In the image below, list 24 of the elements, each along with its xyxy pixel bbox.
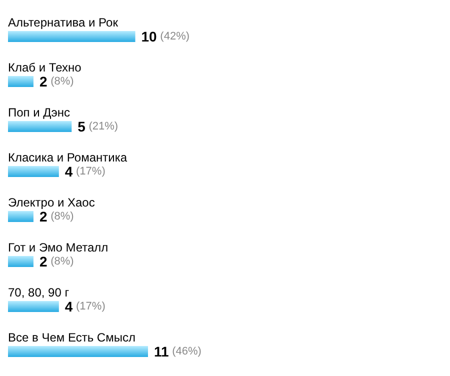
bar bbox=[8, 121, 72, 132]
y-tick-label: 70, 80, 90 г bbox=[8, 286, 70, 300]
data-label: 11 (46%) bbox=[154, 344, 202, 360]
y-tick-label: Класика и Романтика bbox=[8, 150, 128, 164]
y-tick-label: Клаб и Техно bbox=[8, 60, 82, 74]
y-tick-label: Гот и Эмо Металл bbox=[8, 240, 108, 254]
bar bbox=[8, 76, 34, 87]
data-label: 2 (8%) bbox=[39, 74, 74, 90]
data-label: 10 (42%) bbox=[141, 28, 190, 44]
data-label: 2 (8%) bbox=[39, 254, 74, 270]
y-tick-label: Альтернатива и Рок bbox=[8, 16, 119, 30]
data-label: 5 (21%) bbox=[78, 118, 118, 134]
bar bbox=[8, 31, 136, 42]
bar bbox=[8, 256, 34, 267]
y-tick-label: Электро и Хаос bbox=[8, 196, 95, 210]
data-label: 4 (17%) bbox=[64, 298, 106, 314]
bar bbox=[8, 301, 59, 312]
data-label: 2 (8%) bbox=[39, 208, 74, 224]
y-tick-label: Поп и Дэнс bbox=[8, 106, 70, 120]
y-tick-label: Все в Чем Есть Смысл bbox=[8, 330, 136, 344]
data-label: 4 (17%) bbox=[64, 164, 106, 180]
bar bbox=[8, 166, 59, 177]
bar bbox=[8, 346, 148, 357]
bar bbox=[8, 211, 34, 222]
